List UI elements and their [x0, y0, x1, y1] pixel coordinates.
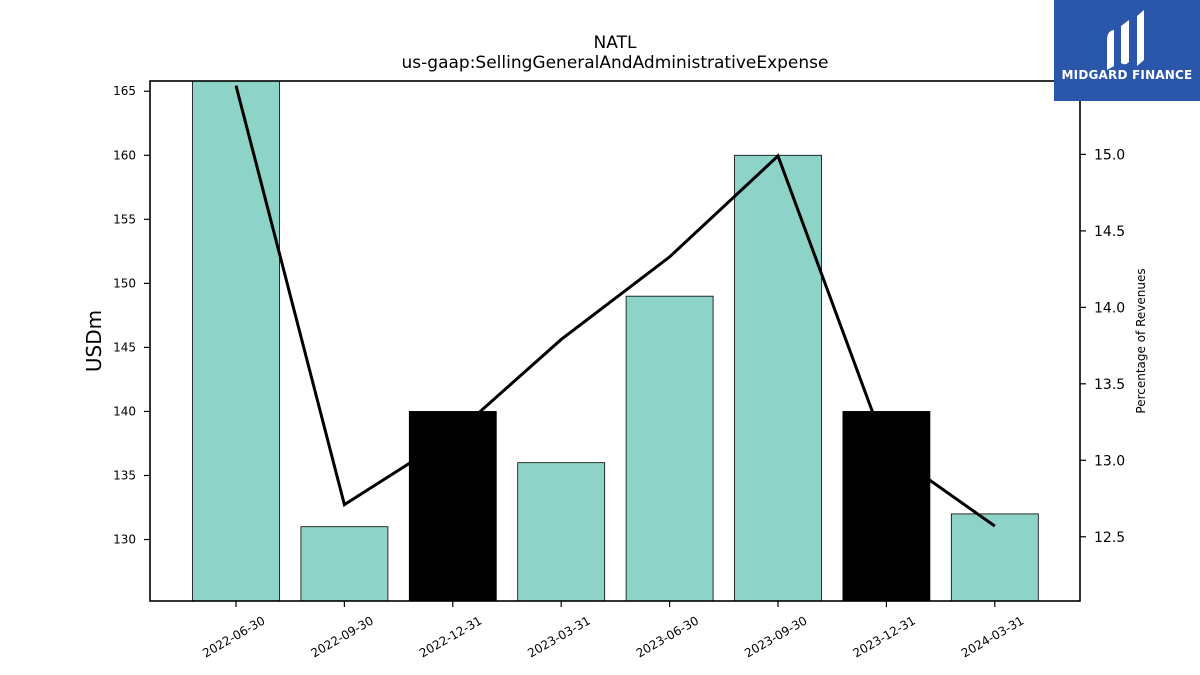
y2-tick-label-14.5: 14.5: [1094, 224, 1125, 240]
bar-2023-06-30: [625, 295, 714, 602]
y2-axis-label: Percentage of Revenues: [1134, 268, 1148, 413]
x-tick-label-2023-12-31: 2023-12-31: [850, 613, 917, 660]
x-tick-label-2023-03-31: 2023-03-31: [525, 613, 592, 660]
bar-2022-12-31: [408, 411, 497, 602]
bar-2022-09-30: [300, 526, 389, 602]
bar-2023-09-30: [734, 154, 822, 602]
x-tick-label-2023-06-30: 2023-06-30: [634, 613, 701, 660]
y-tick-label-135: 135: [113, 468, 136, 482]
logo-mark-icon: [1107, 10, 1144, 70]
chart-subtitle: us-gaap:SellingGeneralAndAdministrativeE…: [402, 53, 829, 73]
y2-tick-label-12.5: 12.5: [1094, 530, 1125, 546]
logo-mark-middle: [1121, 20, 1129, 65]
y-tick-label-150: 150: [113, 276, 136, 290]
y-tick-label-165: 165: [113, 84, 136, 98]
x-tick-label-2022-12-31: 2022-12-31: [417, 613, 484, 660]
y2-tick-label-14.0: 14.0: [1094, 300, 1125, 316]
bar-2023-12-31: [842, 411, 931, 602]
logo-mark-left: [1107, 30, 1114, 70]
midgard-finance-logo: MIDGARD FINANCE: [1054, 0, 1200, 101]
plot-frame: [149, 80, 1081, 602]
logo-mark-right: [1137, 10, 1144, 66]
y2-tick-label-15.0: 15.0: [1094, 147, 1125, 163]
y-tick-label-145: 145: [113, 340, 136, 354]
y-tick-label-130: 130: [113, 533, 136, 547]
y2-tick-label-13.5: 13.5: [1094, 377, 1125, 393]
x-tick-label-2024-03-31: 2024-03-31: [959, 613, 1026, 660]
x-tick-label-2022-09-30: 2022-09-30: [308, 613, 375, 660]
y-tick-label-155: 155: [113, 212, 136, 226]
bar-2023-03-31: [517, 462, 606, 602]
y-tick-label-160: 160: [113, 148, 136, 162]
x-tick-label-2023-09-30: 2023-09-30: [742, 613, 809, 660]
logo-background: [1054, 0, 1200, 101]
x-tick-label-2022-06-30: 2022-06-30: [200, 613, 267, 660]
bar-2022-06-30: [192, 80, 280, 602]
y-axis-label: USDm: [82, 310, 106, 372]
bar-2024-03-31: [950, 513, 1039, 602]
y2-tick-label-13.0: 13.0: [1094, 453, 1125, 469]
y-tick-label-140: 140: [113, 404, 136, 418]
logo-text: MIDGARD FINANCE: [1061, 68, 1193, 82]
ratio-line: [234, 85, 996, 528]
chart-title: NATL: [594, 33, 637, 53]
